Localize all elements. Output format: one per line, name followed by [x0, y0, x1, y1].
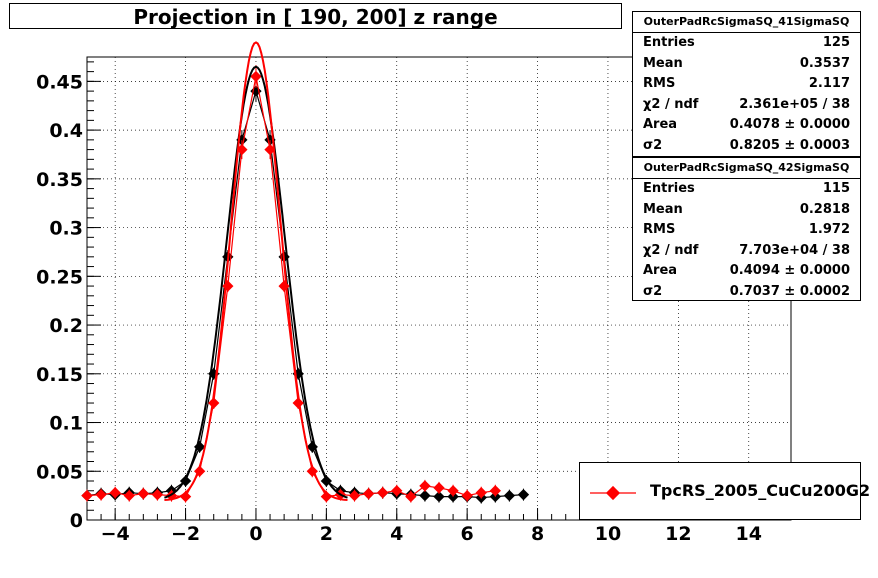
- stats-value: 115: [822, 181, 850, 196]
- stats-row: Area 0.4078 ± 0.0000: [633, 115, 860, 136]
- stats-key: σ2: [643, 137, 663, 153]
- x-tick-label: 6: [461, 523, 474, 545]
- stats-box-name: OuterPadRcSigmaSQ_41SigmaSQ: [633, 12, 860, 33]
- stats-value: 0.7037 ± 0.0002: [729, 283, 850, 299]
- legend-entry-label: TpcRS_2005_CuCu200G2: [650, 481, 871, 500]
- y-tick-label: 0.05: [36, 461, 83, 483]
- stats-value: 2.117: [808, 76, 850, 92]
- stats-row: RMS 2.117: [633, 74, 860, 95]
- stats-value: 0.8205 ± 0.0003: [729, 137, 850, 153]
- chart-title: Projection in [ 190, 200] z range: [9, 3, 622, 29]
- legend-marker: [590, 485, 636, 501]
- y-tick-label: 0: [70, 510, 83, 532]
- legend: TpcRS_2005_CuCu200G2: [579, 462, 870, 520]
- stats-key: RMS: [643, 76, 676, 92]
- x-tick-label: 14: [736, 523, 762, 545]
- stats-row: Mean 0.3537: [633, 54, 860, 75]
- x-tick-label: 2: [320, 523, 333, 545]
- fit-curve-2: [164, 41, 348, 501]
- stats-value: 0.4094 ± 0.0000: [729, 263, 850, 279]
- stats-box-41: OuterPadRcSigmaSQ_41SigmaSQ Entries 125 Me…: [632, 11, 861, 157]
- stats-row: RMS 1.972: [633, 220, 860, 241]
- x-tick-label: 0: [249, 523, 262, 545]
- stats-value: 0.3537: [799, 55, 850, 71]
- stats-value: 0.4078 ± 0.0000: [729, 117, 850, 133]
- stats-value: 1.972: [808, 222, 850, 238]
- stats-key: χ2 / ndf: [643, 242, 699, 258]
- stats-value: 2.361e+05 / 38: [739, 96, 850, 112]
- stats-key: RMS: [643, 222, 676, 238]
- x-tick-label: −4: [101, 523, 130, 545]
- x-tick-label: 10: [595, 523, 621, 545]
- y-tick-label: 0.15: [36, 364, 83, 386]
- stats-row: χ2 / ndf 2.361e+05 / 38: [633, 95, 860, 116]
- y-tick-label: 0.25: [36, 266, 83, 288]
- stats-row: σ2 0.8205 ± 0.0003: [633, 136, 860, 157]
- y-tick-label: 0.2: [49, 315, 83, 337]
- stats-box-42: OuterPadRcSigmaSQ_42SigmaSQ Entries 115 Me…: [632, 157, 861, 301]
- stats-key: Entries: [643, 181, 695, 196]
- x-tick-label: 8: [531, 523, 544, 545]
- stats-key: χ2 / ndf: [643, 96, 699, 112]
- stats-value: 0.2818: [799, 201, 850, 217]
- y-tick-label: 0.3: [49, 218, 83, 240]
- stats-row: Mean 0.2818: [633, 200, 860, 221]
- y-tick-label: 0.45: [36, 71, 83, 93]
- stats-key: Mean: [643, 55, 683, 71]
- x-tick-label: 12: [665, 523, 691, 545]
- stats-value: 7.703e+04 / 38: [739, 242, 850, 258]
- stats-box-name: OuterPadRcSigmaSQ_42SigmaSQ: [633, 158, 860, 179]
- x-tick-label: −2: [171, 523, 200, 545]
- stats-key: Mean: [643, 201, 683, 217]
- stats-row: Entries 115: [633, 179, 860, 200]
- y-tick-label: 0.1: [49, 413, 83, 435]
- stats-key: σ2: [643, 283, 663, 299]
- stats-key: Entries: [643, 35, 695, 50]
- stats-key: Area: [643, 117, 678, 133]
- stats-key: Area: [643, 263, 678, 279]
- stats-row: Area 0.4094 ± 0.0000: [633, 261, 860, 282]
- y-tick-label: 0.4: [49, 120, 83, 142]
- stats-row: σ2 0.7037 ± 0.0002: [633, 282, 860, 303]
- stats-row: Entries 125: [633, 33, 860, 54]
- y-tick-label: 0.35: [36, 169, 83, 191]
- stats-row: χ2 / ndf 7.703e+04 / 38: [633, 241, 860, 262]
- stats-value: 125: [822, 35, 850, 50]
- fit-curve-1: [164, 65, 348, 499]
- x-tick-label: 4: [390, 523, 403, 545]
